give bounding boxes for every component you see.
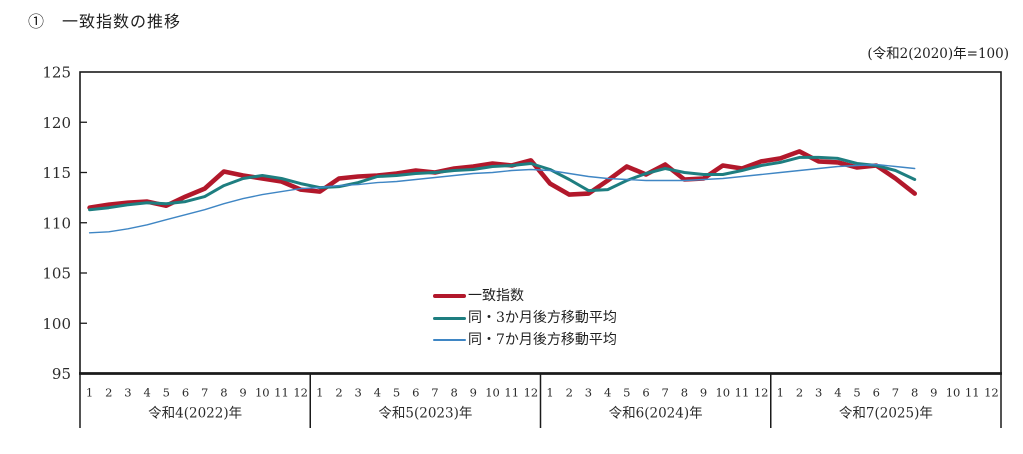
month-label: 4 [834, 386, 841, 400]
month-label: 6 [182, 386, 189, 400]
month-label: 3 [815, 386, 822, 400]
month-label: 9 [700, 386, 707, 400]
month-label: 5 [853, 386, 860, 400]
month-label: 12 [293, 386, 308, 400]
month-label: 1 [86, 386, 93, 400]
month-label: 9 [930, 386, 937, 400]
legend-label-coincident-index: 一致指数 [468, 288, 524, 304]
month-label: 11 [504, 386, 519, 400]
month-label: 10 [946, 386, 961, 400]
month-label: 12 [754, 386, 769, 400]
page-title: ① 一致指数の推移 [28, 12, 182, 31]
year-label: 令和5(2023)年 [378, 406, 472, 422]
month-label: 5 [623, 386, 630, 400]
year-label: 令和7(2025)年 [839, 406, 933, 422]
month-label: 12 [984, 386, 999, 400]
y-axis-label: 125 [42, 64, 71, 82]
month-label: 7 [201, 386, 208, 400]
legend-item-coincident-index: 一致指数 [433, 287, 617, 305]
month-label: 10 [715, 386, 730, 400]
month-label: 6 [412, 386, 419, 400]
month-label: 8 [450, 386, 457, 400]
month-label: 3 [355, 386, 362, 400]
legend-line-swatch-coincident-index [433, 293, 466, 299]
month-label: 4 [143, 386, 150, 400]
legend-item-ma7: 同・7か月後方移動平均 [433, 331, 617, 349]
month-label: 8 [681, 386, 688, 400]
month-label: 2 [335, 386, 342, 400]
month-label: 7 [431, 386, 438, 400]
month-label: 5 [163, 386, 170, 400]
y-axis-label: 95 [52, 365, 71, 383]
month-label: 10 [255, 386, 270, 400]
y-axis-label: 105 [42, 265, 71, 283]
month-label: 5 [393, 386, 400, 400]
month-label: 11 [735, 386, 750, 400]
chart-legend: 一致指数 同・3か月後方移動平均 同・7か月後方移動平均 [433, 287, 617, 349]
month-label: 11 [965, 386, 980, 400]
month-label: 6 [873, 386, 880, 400]
month-label: 3 [124, 386, 131, 400]
series-line-1 [88, 155, 917, 212]
month-label: 1 [316, 386, 323, 400]
month-label: 1 [546, 386, 553, 400]
legend-line-swatch-ma7 [433, 339, 466, 341]
legend-label-ma7: 同・7か月後方移動平均 [468, 332, 617, 348]
month-label: 4 [604, 386, 611, 400]
month-label: 2 [796, 386, 803, 400]
month-label: 2 [566, 386, 573, 400]
month-label: 6 [642, 386, 649, 400]
legend-label-ma3: 同・3か月後方移動平均 [468, 310, 617, 326]
y-axis-label: 100 [42, 315, 71, 333]
month-label: 8 [220, 386, 227, 400]
month-label: 8 [911, 386, 918, 400]
y-axis-label: 120 [42, 114, 71, 132]
year-label: 令和6(2024)年 [609, 406, 703, 422]
legend-item-ma3: 同・3か月後方移動平均 [433, 309, 617, 327]
month-label: 7 [662, 386, 669, 400]
month-label: 7 [892, 386, 899, 400]
month-label: 10 [485, 386, 500, 400]
year-label: 令和4(2022)年 [148, 406, 242, 422]
legend-line-swatch-ma3 [433, 316, 466, 320]
month-label: 3 [585, 386, 592, 400]
series-line-2 [88, 163, 916, 234]
month-label: 2 [105, 386, 112, 400]
month-label: 4 [374, 386, 381, 400]
y-axis-label: 115 [42, 164, 71, 182]
y-axis-label: 110 [42, 214, 71, 232]
month-label: 12 [524, 386, 539, 400]
month-label: 11 [274, 386, 289, 400]
month-label: 1 [777, 386, 784, 400]
month-label: 9 [239, 386, 246, 400]
month-label: 9 [470, 386, 477, 400]
index-base-note: (令和2(2020)年=100) [867, 46, 1009, 62]
